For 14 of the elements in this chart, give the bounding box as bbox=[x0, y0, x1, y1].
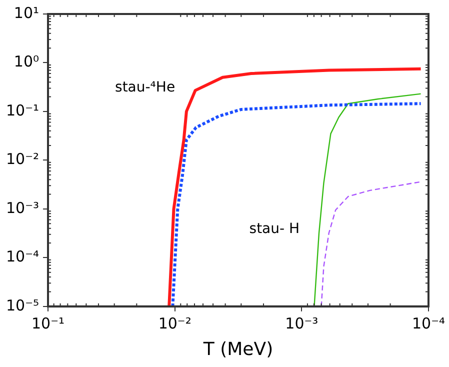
annotation: stau-⁴He bbox=[115, 79, 176, 96]
y-tick-label: 10⁻² bbox=[6, 150, 40, 168]
y-tick-label: 10⁻³ bbox=[6, 198, 40, 217]
x-axis-title: T (MeV) bbox=[202, 338, 274, 360]
y-tick-label: 10⁻¹ bbox=[6, 101, 40, 120]
y-tick-label: 10¹ bbox=[14, 4, 40, 22]
y-tick-label: 10⁻⁴ bbox=[6, 248, 40, 266]
y-tick-label: 10⁰ bbox=[14, 52, 40, 71]
x-tick-label: 10⁻³ bbox=[285, 314, 318, 332]
x-tick-label: 10⁻⁴ bbox=[412, 314, 446, 332]
x-tick-label: 10⁻¹ bbox=[32, 314, 65, 332]
annotation: stau- H bbox=[249, 221, 300, 238]
x-tick-label: 10⁻² bbox=[158, 314, 192, 332]
y-tick-label: 10⁻⁵ bbox=[6, 296, 40, 314]
